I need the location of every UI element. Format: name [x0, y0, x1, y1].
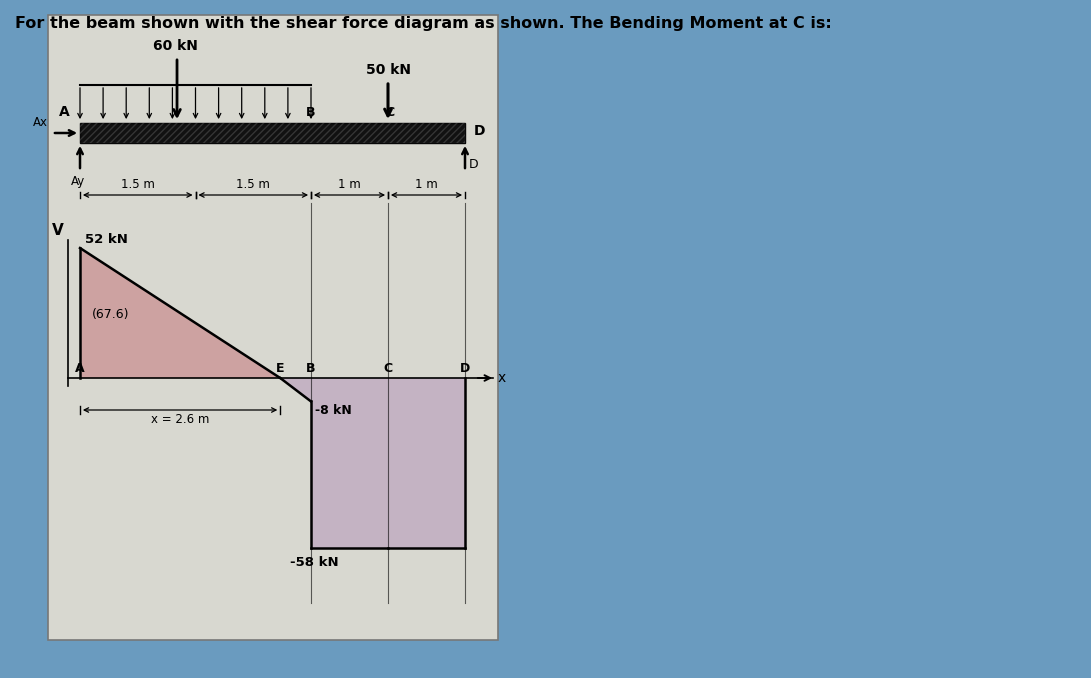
Text: D: D — [473, 124, 485, 138]
Text: 60 kN: 60 kN — [153, 39, 197, 53]
Text: x = 2.6 m: x = 2.6 m — [151, 413, 209, 426]
Text: 1 m: 1 m — [415, 178, 437, 191]
Polygon shape — [311, 378, 388, 548]
Text: B: B — [307, 106, 315, 119]
Text: 1.5 m: 1.5 m — [237, 178, 271, 191]
Bar — [80, 123, 465, 143]
Polygon shape — [388, 378, 465, 548]
Bar — [48, 15, 497, 640]
Text: x: x — [497, 371, 506, 385]
Text: D: D — [460, 362, 470, 375]
Text: B: B — [307, 362, 315, 375]
Polygon shape — [280, 378, 311, 401]
Text: A: A — [75, 362, 85, 375]
Text: For the beam shown with the shear force diagram as shown. The Bending Moment at : For the beam shown with the shear force … — [15, 16, 831, 31]
Bar — [80, 123, 465, 143]
Text: 50 kN: 50 kN — [365, 63, 410, 77]
Text: D: D — [469, 158, 479, 171]
Text: 52 kN: 52 kN — [85, 233, 128, 246]
Text: C: C — [385, 106, 395, 119]
Text: E: E — [276, 362, 285, 375]
Text: C: C — [383, 362, 393, 375]
Text: Ay: Ay — [71, 175, 85, 188]
Text: 1 m: 1 m — [338, 178, 361, 191]
Text: 1.5 m: 1.5 m — [121, 178, 155, 191]
Text: V: V — [52, 223, 64, 238]
Text: -58 kN: -58 kN — [290, 556, 338, 569]
Text: A: A — [59, 105, 70, 119]
Text: -8 kN: -8 kN — [315, 405, 351, 418]
Text: Ax: Ax — [33, 116, 48, 129]
Polygon shape — [80, 248, 280, 378]
Text: (67.6): (67.6) — [92, 308, 130, 321]
